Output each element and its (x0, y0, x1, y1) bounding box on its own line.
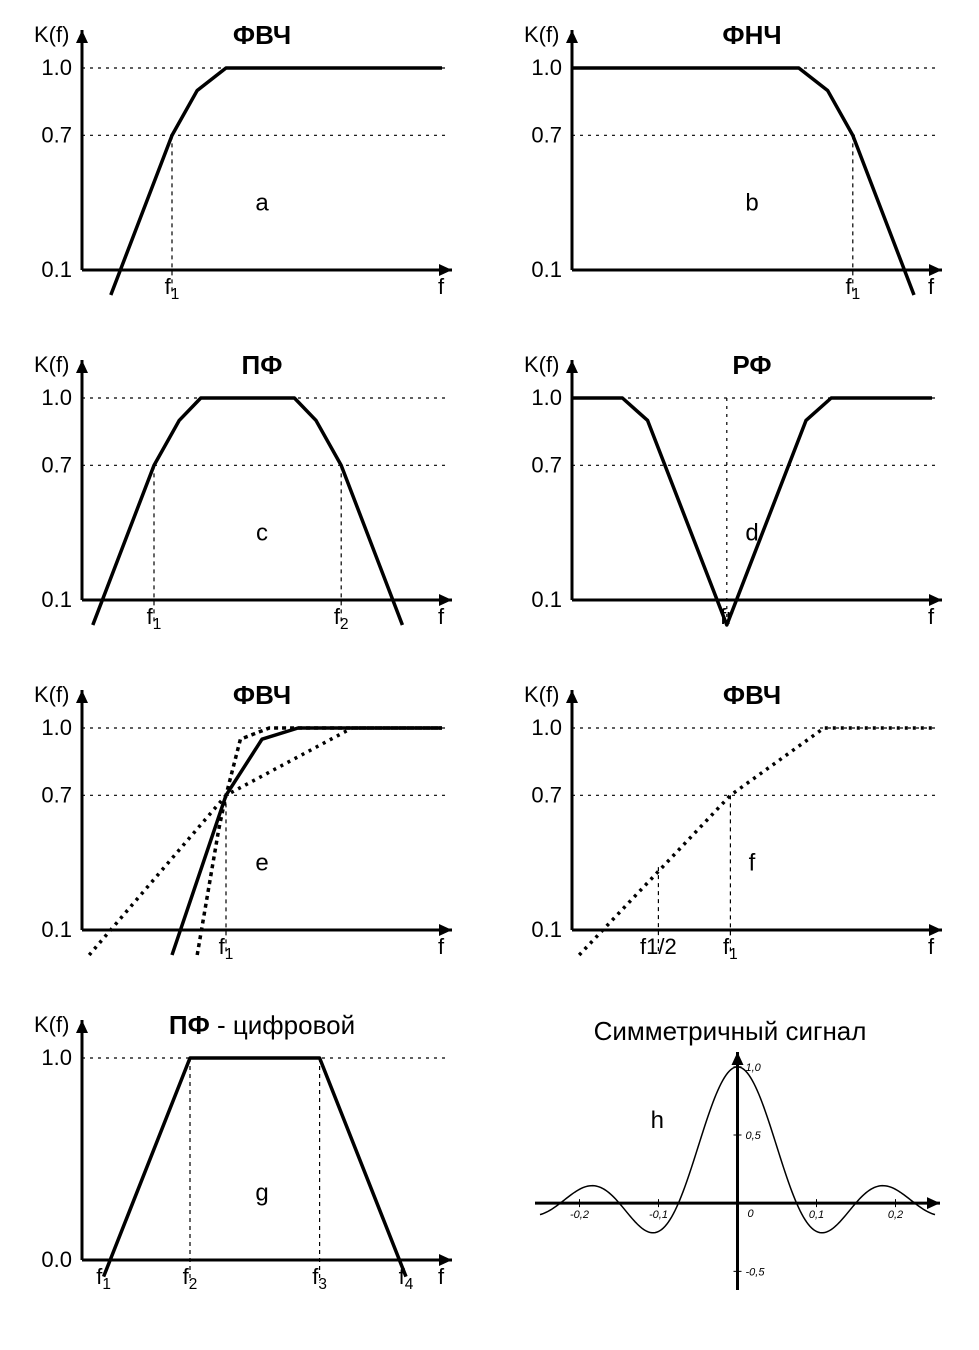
panel-tag: d (745, 520, 758, 547)
panel-tag: e (255, 850, 268, 877)
svg-text:f: f (438, 1264, 445, 1289)
svg-text:1.0: 1.0 (531, 715, 562, 740)
svg-text:0.1: 0.1 (41, 917, 72, 942)
panel-title: ФВЧ (233, 680, 291, 710)
svg-text:0,2: 0,2 (887, 1209, 902, 1221)
response-curve (172, 728, 442, 955)
panel-title: Симметричный сигнал (593, 1016, 866, 1046)
svg-text:f: f (438, 604, 445, 629)
panel-tag: b (745, 190, 758, 217)
svg-text:K(f): K(f) (524, 22, 559, 47)
panel-tag: a (255, 190, 269, 217)
svg-text:f: f (438, 274, 445, 299)
svg-text:0,1: 0,1 (808, 1209, 823, 1221)
panel-tag: g (255, 1180, 268, 1207)
response-curve (104, 1058, 406, 1277)
svg-text:1,0: 1,0 (745, 1062, 761, 1074)
svg-text:0.1: 0.1 (531, 587, 562, 612)
svg-text:f1: f1 (147, 604, 162, 633)
svg-text:0.7: 0.7 (531, 782, 562, 807)
svg-text:f1: f1 (165, 274, 180, 303)
panel-title: ПФ (242, 350, 283, 380)
response-curve (572, 398, 932, 625)
panel-a: 1.0 0.7 0.1 K(f) f ФВЧ f1 a (20, 20, 470, 320)
svg-text:0.1: 0.1 (531, 917, 562, 942)
svg-text:-0,1: -0,1 (649, 1209, 668, 1221)
svg-text:1.0: 1.0 (531, 385, 562, 410)
svg-text:0: 0 (747, 1208, 754, 1220)
svg-text:0.7: 0.7 (41, 122, 72, 147)
panel-g: 1.00.0K(f)fПФ - цифровойf1f2f3f4g (20, 1010, 470, 1310)
panel-title: ПФ - цифровой (169, 1010, 355, 1040)
panel-title: ФНЧ (722, 20, 781, 50)
response-curve (111, 68, 442, 295)
svg-text:0.7: 0.7 (41, 452, 72, 477)
panel-c: 1.0 0.7 0.1 K(f) f ПФ f1 f2 c (20, 350, 470, 650)
panel-tag: c (256, 520, 268, 547)
svg-text:K(f): K(f) (34, 352, 69, 377)
svg-text:0.1: 0.1 (41, 587, 72, 612)
panel-tag: h (650, 1107, 663, 1134)
svg-text:1.0: 1.0 (41, 385, 72, 410)
svg-text:0.1: 0.1 (531, 257, 562, 282)
svg-text:f: f (438, 934, 445, 959)
response-curve (579, 728, 932, 955)
svg-text:1.0: 1.0 (41, 55, 72, 80)
svg-text:K(f): K(f) (524, 682, 559, 707)
response-curve (93, 398, 403, 625)
panel-title: РФ (732, 350, 771, 380)
svg-text:f: f (928, 604, 935, 629)
svg-text:f: f (928, 934, 935, 959)
svg-text:f1: f1 (219, 934, 234, 963)
panel-title: ФВЧ (722, 680, 780, 710)
svg-text:K(f): K(f) (524, 352, 559, 377)
svg-text:0.7: 0.7 (41, 782, 72, 807)
svg-text:-0,5: -0,5 (745, 1266, 765, 1278)
svg-text:0,5: 0,5 (745, 1130, 761, 1142)
svg-text:0.1: 0.1 (41, 257, 72, 282)
svg-text:1.0: 1.0 (41, 715, 72, 740)
svg-text:K(f): K(f) (34, 22, 69, 47)
panel-tag: f (748, 850, 755, 877)
svg-text:K(f): K(f) (34, 682, 69, 707)
svg-text:f1: f1 (723, 934, 738, 963)
panel-e: 1.0 0.7 0.1 K(f) f ФВЧ f1 e (20, 680, 470, 980)
response-curve (572, 68, 914, 295)
svg-text:0.0: 0.0 (41, 1247, 72, 1272)
svg-text:f1: f1 (845, 274, 860, 303)
panel-f: 1.0 0.7 0.1 K(f) f ФВЧ f1/2 f1 f (510, 680, 960, 980)
panel-h: Симметричный сигнал -0,2 -0,1 0 0,1 0,2 1,0 0,5… (510, 1010, 960, 1310)
panel-title: ФВЧ (233, 20, 291, 50)
panel-b: 1.0 0.7 0.1 K(f) f ФНЧ f1 b (510, 20, 960, 320)
svg-text:1.0: 1.0 (531, 55, 562, 80)
svg-text:1.0: 1.0 (41, 1045, 72, 1070)
svg-text:f2: f2 (334, 604, 349, 633)
svg-text:f: f (928, 274, 935, 299)
svg-text:f1/2: f1/2 (640, 934, 677, 959)
svg-text:-0,2: -0,2 (570, 1209, 589, 1221)
svg-text:0.7: 0.7 (531, 122, 562, 147)
svg-text:0.7: 0.7 (531, 452, 562, 477)
panel-d: 1.00.70.1K(f)fРФfrd (510, 350, 960, 650)
svg-text:K(f): K(f) (34, 1012, 69, 1037)
response-curve (197, 728, 442, 955)
response-curve (89, 728, 442, 955)
